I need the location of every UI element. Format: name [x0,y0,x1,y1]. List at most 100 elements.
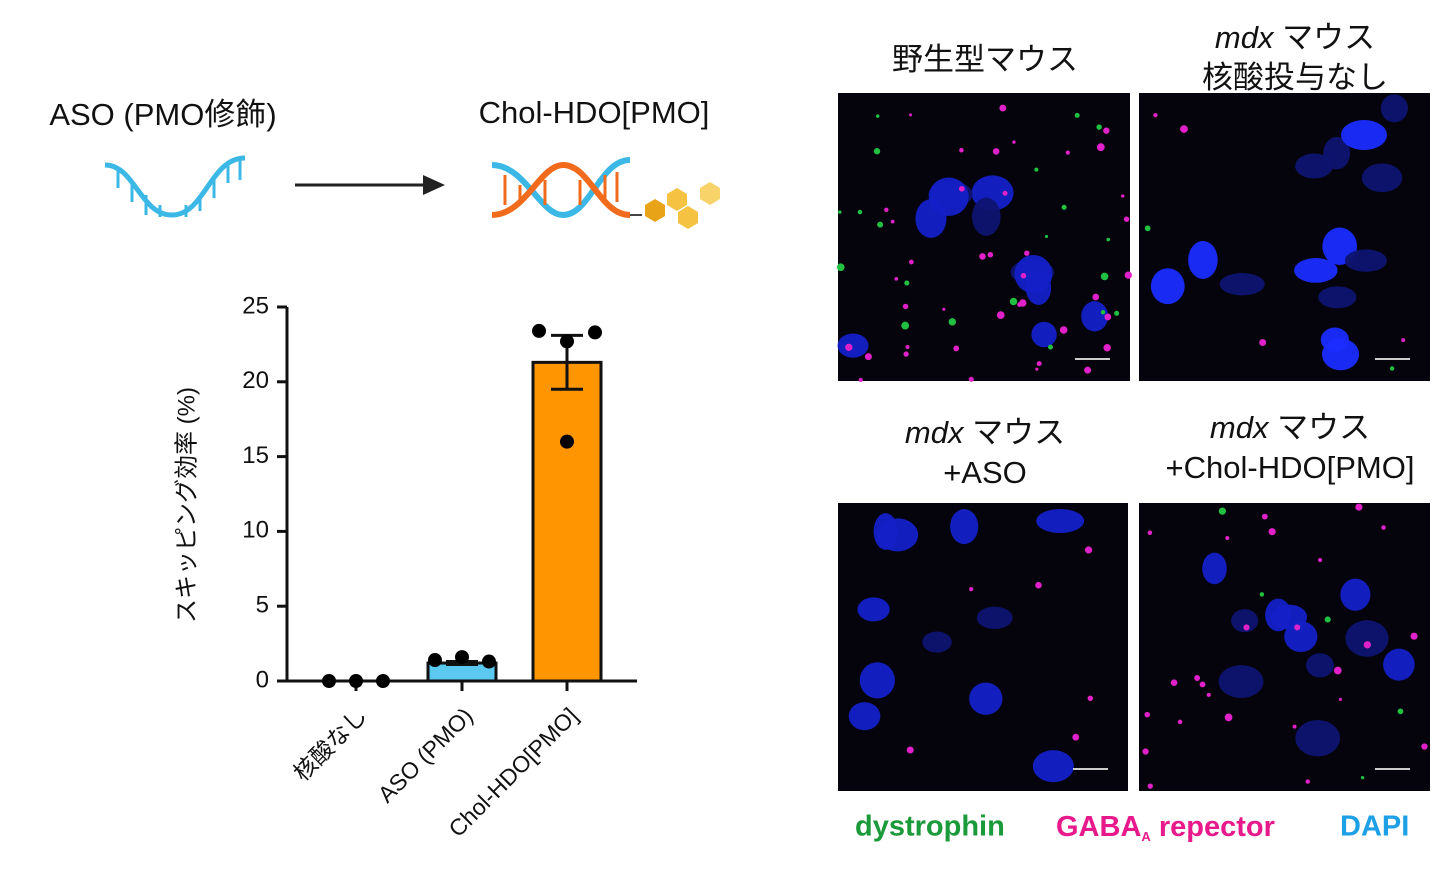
nucleus [859,662,895,699]
micrograph [838,93,1130,381]
nucleus [1219,273,1265,296]
nucleus [1081,301,1109,332]
puncta [1034,167,1039,172]
puncta [845,343,853,351]
space [1273,20,1282,55]
nucleus [1295,720,1341,757]
y-tick-label: 5 [256,592,269,619]
puncta [1224,713,1233,722]
panel-label-line2: 核酸投与なし [1202,60,1388,95]
y-tick-label: 15 [242,442,269,469]
puncta [1009,297,1018,306]
data-point [349,674,363,688]
y-tick-label: 0 [256,666,269,693]
puncta [1012,140,1016,144]
puncta [836,263,845,272]
nucleus [971,197,1001,236]
puncta [1096,143,1105,152]
panel-label-line1: マウス [972,415,1065,450]
puncta [1317,557,1323,563]
nucleus [1344,249,1387,272]
nucleus [1150,268,1185,305]
puncta [1084,546,1093,554]
puncta [1047,344,1053,350]
puncta [1035,367,1039,371]
panel-label: mdx マウス [1215,20,1375,55]
bar [531,360,603,683]
puncta [1363,641,1372,649]
y-tick-label: 10 [242,517,269,544]
puncta [1059,326,1068,334]
puncta [903,351,909,357]
data-point [588,325,602,340]
nucleus [837,333,869,358]
puncta [1103,127,1110,134]
puncta [1096,124,1102,130]
puncta [958,185,965,192]
space [1268,410,1277,445]
nucleus [1188,240,1218,279]
puncta [1084,366,1092,374]
puncta [1268,528,1276,536]
puncta [948,318,956,326]
puncta [1206,692,1211,697]
puncta [1142,748,1149,755]
puncta [908,113,913,117]
nucleus [1265,598,1292,632]
data-point [322,674,336,688]
puncta [1114,310,1120,316]
nucleus [1202,552,1227,585]
puncta [877,221,884,228]
puncta [968,376,974,382]
puncta [1397,708,1404,715]
puncta [1292,724,1297,729]
data-point [428,653,442,668]
puncta [1100,310,1106,315]
puncta [904,280,910,286]
puncta [864,353,872,361]
puncta [1106,237,1111,242]
puncta [1104,313,1112,321]
nucleus [1036,508,1085,534]
arrow [295,175,445,195]
nucleus [873,513,898,550]
puncta [1147,530,1153,535]
puncta [908,259,914,265]
puncta [1324,616,1331,623]
data-point [560,334,574,349]
puncta [905,344,910,350]
nucleus [1014,254,1053,294]
nucleus [857,597,890,622]
puncta [1121,194,1125,198]
nucleus [1231,609,1259,633]
nucleus [1218,665,1264,699]
panel-label-line2: +Chol-HDO[PMO] [1166,450,1415,485]
puncta [1259,339,1267,346]
panel-label: mdx マウス [905,415,1065,450]
puncta [902,303,909,310]
nucleus [1031,321,1057,348]
x-tick-label: 核酸なし [288,702,371,785]
y-tick-label: 20 [242,367,269,394]
legend-magenta-main: GABA [1056,811,1141,843]
puncta [1103,344,1111,352]
legend-magenta: GABAA repector [1056,811,1275,845]
panel-label: 野生型マウス [892,42,1078,77]
nucleus [1340,578,1371,611]
puncta [1243,624,1250,631]
puncta [953,345,960,352]
y-tick-label: 25 [242,292,269,319]
strain: mdx [1210,410,1270,445]
nucleus [1032,750,1074,783]
nucleus [1380,94,1408,123]
nucleus [1345,620,1389,657]
puncta [1072,733,1080,741]
puncta [1092,293,1100,301]
puncta [1087,695,1094,702]
strain: mdx [905,415,965,450]
nucleus [928,177,969,217]
puncta [992,148,1000,155]
nucleus [950,509,979,545]
data-point [376,674,390,688]
puncta [1305,779,1310,784]
